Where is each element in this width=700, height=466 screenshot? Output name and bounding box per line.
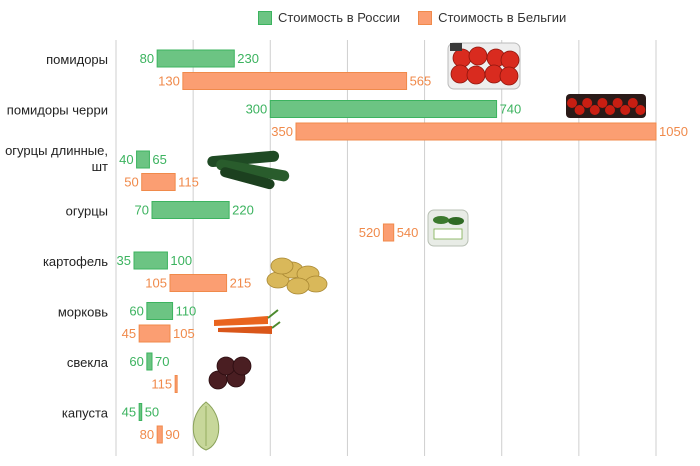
- carrots-image: [214, 309, 281, 334]
- belgium-min-label: 80: [140, 427, 154, 442]
- legend: Стоимость в России Стоимость в Бельгии: [258, 10, 566, 25]
- russia-min-label: 300: [246, 102, 268, 117]
- russia-bar[interactable]: [146, 302, 174, 320]
- russia-min-label: 60: [129, 304, 143, 319]
- russia-bar[interactable]: [146, 352, 153, 371]
- belgium-max-label: 90: [165, 427, 179, 442]
- russia-max-label: 100: [170, 253, 192, 268]
- category-label: капуста: [62, 406, 109, 421]
- russia-min-label: 40: [119, 152, 133, 167]
- russia-bar[interactable]: [151, 201, 230, 219]
- cucumbers-image: [427, 209, 469, 247]
- belgium-bar[interactable]: [169, 274, 228, 292]
- russia-max-label: 740: [500, 102, 522, 117]
- legend-swatch-belgium: [418, 10, 433, 25]
- cherry-tomatoes-image: [566, 94, 646, 118]
- long-cucumbers-image: [207, 150, 290, 190]
- russia-max-label: 65: [152, 152, 166, 167]
- category-label: свекла: [67, 355, 109, 370]
- russia-max-label: 110: [176, 304, 197, 319]
- belgium-bar[interactable]: [382, 223, 395, 242]
- russia-max-label: 220: [232, 203, 254, 218]
- belgium-max-label: 115: [178, 175, 199, 190]
- category-label: помидоры: [46, 52, 108, 67]
- russia-min-label: 70: [135, 203, 149, 218]
- belgium-min-label: 105: [145, 276, 167, 291]
- belgium-max-label: 105: [173, 326, 195, 341]
- russia-bar[interactable]: [269, 100, 498, 118]
- russia-min-label: 35: [117, 253, 131, 268]
- belgium-bar[interactable]: [138, 324, 171, 343]
- belgium-min-label: 50: [124, 175, 138, 190]
- category-label: шт: [92, 159, 108, 174]
- tomatoes-image: [447, 42, 521, 90]
- russia-min-label: 60: [129, 354, 143, 369]
- legend-item-russia[interactable]: Стоимость в России: [258, 10, 400, 25]
- belgium-bar[interactable]: [141, 173, 176, 191]
- legend-item-belgium[interactable]: Стоимость в Бельгии: [418, 10, 566, 25]
- belgium-min-label: 520: [359, 225, 381, 240]
- russia-bar[interactable]: [138, 403, 143, 421]
- potatoes-image: [266, 257, 328, 295]
- cabbage-image: [192, 401, 220, 451]
- legend-swatch-russia: [258, 10, 272, 25]
- belgium-bar[interactable]: [295, 122, 657, 141]
- belgium-bar[interactable]: [156, 425, 163, 444]
- belgium-max-label: 565: [410, 74, 432, 89]
- belgium-bar[interactable]: [174, 375, 178, 393]
- belgium-max-label: 215: [230, 276, 252, 291]
- category-label: морковь: [58, 305, 108, 320]
- legend-label-belgium: Стоимость в Бельгии: [438, 10, 567, 25]
- belgium-min-label: 350: [271, 124, 293, 139]
- category-label: огурцы: [66, 204, 108, 219]
- russia-max-label: 70: [155, 354, 169, 369]
- category-label: помидоры черри: [7, 103, 108, 118]
- belgium-max-label: 540: [397, 225, 419, 240]
- belgium-min-label: 130: [158, 74, 180, 89]
- beets-image: [208, 356, 252, 390]
- russia-bar[interactable]: [156, 49, 235, 68]
- category-label: огурцы длинные,: [5, 143, 108, 158]
- russia-bar[interactable]: [133, 251, 168, 270]
- russia-max-label: 230: [237, 51, 259, 66]
- legend-label-russia: Стоимость в России: [278, 10, 401, 25]
- russia-bar[interactable]: [136, 150, 150, 169]
- belgium-max-label: 1050: [659, 124, 688, 139]
- belgium-bar[interactable]: [182, 72, 408, 90]
- russia-max-label: 50: [145, 405, 159, 420]
- belgium-value-label: 115: [151, 377, 172, 392]
- russia-min-label: 45: [122, 405, 136, 420]
- russia-min-label: 80: [140, 51, 154, 66]
- category-label: картофель: [43, 254, 108, 269]
- belgium-min-label: 45: [122, 326, 136, 341]
